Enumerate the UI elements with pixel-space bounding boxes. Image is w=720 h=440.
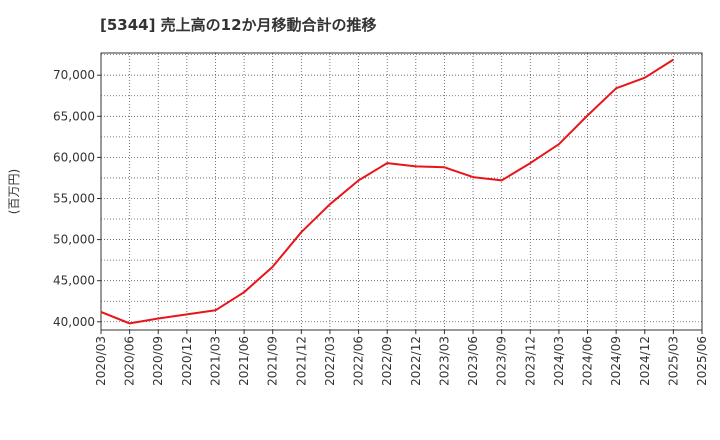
y-tick-label: 40,000 xyxy=(53,315,95,329)
x-tick-label: 2023/06 xyxy=(466,336,480,386)
chart-title: [5344] 売上高の12か月移動合計の推移 xyxy=(100,16,377,34)
x-tick-label: 2023/03 xyxy=(437,336,451,386)
x-tick-label: 2022/06 xyxy=(352,336,366,386)
x-tick-label: 2020/09 xyxy=(151,336,165,386)
x-tick-label: 2021/09 xyxy=(266,336,280,386)
x-tick-label: 2021/12 xyxy=(294,336,308,386)
x-tick-label: 2021/06 xyxy=(237,336,251,386)
y-tick-layer: 40,000 45,000 50,000 55,000 60,000 65,000 70,0… xyxy=(53,68,101,329)
x-tick-label: 2020/03 xyxy=(94,336,108,386)
series-line-sales xyxy=(100,58,674,325)
x-tick-label: 2024/06 xyxy=(581,336,595,386)
y-axis-title: (百万円) xyxy=(7,169,21,214)
x-tick-label: 2022/09 xyxy=(380,336,394,386)
x-tick-label: 2023/12 xyxy=(523,336,537,386)
x-tick-label: 2021/03 xyxy=(208,336,222,386)
y-tick-label: 70,000 xyxy=(53,68,95,82)
x-tick-layer: 2020/03 2020/06 2020/09 2020/12 2021/03 2021/… xyxy=(94,330,709,386)
x-tick-label: 2024/09 xyxy=(609,336,623,386)
x-tick-label: 2020/12 xyxy=(180,336,194,386)
x-tick-label: 2022/12 xyxy=(409,336,423,386)
x-tick-label: 2023/09 xyxy=(495,336,509,386)
x-tick-label: 2022/03 xyxy=(323,336,337,386)
x-tick-label: 2025/06 xyxy=(695,336,709,386)
x-tick-label: 2024/03 xyxy=(552,336,566,386)
y-tick-label: 65,000 xyxy=(53,109,95,123)
grid-layer xyxy=(101,53,702,330)
y-tick-label: 55,000 xyxy=(53,191,95,205)
plot-frame xyxy=(100,52,703,331)
x-tick-label: 2025/03 xyxy=(666,336,680,386)
y-tick-label: 60,000 xyxy=(53,150,95,164)
x-tick-label: 2020/06 xyxy=(123,336,137,386)
x-tick-label: 2024/12 xyxy=(638,336,652,386)
y-tick-label: 50,000 xyxy=(53,233,95,247)
y-tick-label: 45,000 xyxy=(53,274,95,288)
